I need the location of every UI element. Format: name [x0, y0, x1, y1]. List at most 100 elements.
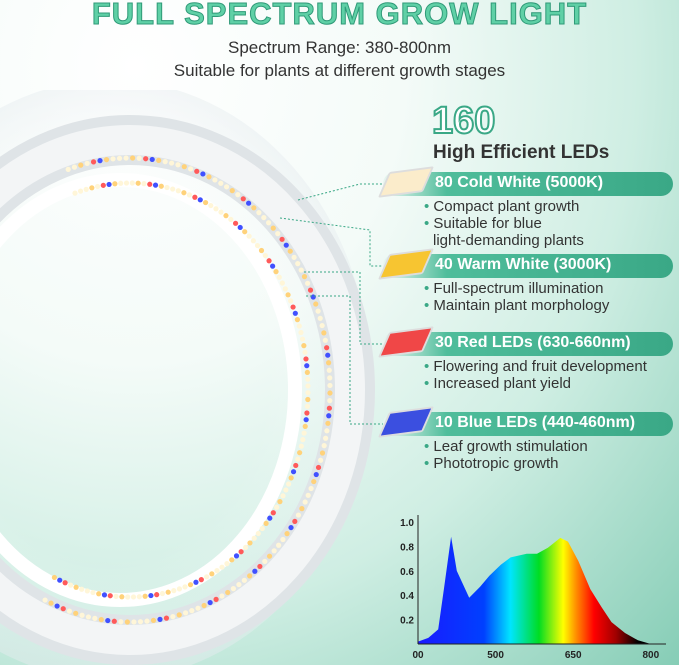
led-dot [71, 164, 78, 170]
led-dot [271, 548, 277, 554]
led-dot [131, 619, 137, 625]
callout-lines [279, 183, 384, 425]
led-dot [67, 582, 74, 588]
led-dot [97, 158, 103, 164]
led-dot [154, 592, 160, 598]
led-dot [165, 589, 171, 595]
led-dot [277, 499, 283, 505]
led-dot [197, 197, 203, 203]
led-dot [305, 492, 311, 498]
subtitle-stages: Suitable for plants at different growth … [173, 61, 506, 80]
led-dot [295, 456, 301, 462]
led-dot [322, 337, 328, 343]
led-dot [285, 481, 292, 487]
led-dot [236, 581, 242, 588]
led-dot [206, 174, 212, 180]
led-dot [77, 188, 84, 194]
led-dot [129, 180, 135, 186]
led-dot [192, 194, 198, 200]
led-dot [275, 231, 281, 237]
led-dot [304, 369, 310, 376]
led-dot [213, 206, 219, 212]
led-dot [116, 155, 123, 161]
led-dot [288, 475, 294, 481]
led-dot [143, 156, 149, 162]
led-dot [163, 615, 170, 621]
led-dot [307, 287, 314, 293]
led-dot [182, 610, 189, 616]
led-dot [250, 238, 256, 244]
led-dot [142, 593, 148, 599]
led-dot [158, 183, 164, 189]
led-dot [295, 261, 301, 267]
led-dot [292, 518, 298, 525]
led-dot [266, 553, 273, 559]
led-dot [280, 536, 286, 543]
led-dot [157, 616, 163, 622]
led-dot [291, 254, 297, 260]
led-dot [242, 229, 248, 235]
led-dot [243, 544, 249, 551]
x-tick-label: 500 [487, 650, 504, 661]
led-dot [304, 410, 310, 416]
led-dot [137, 619, 144, 625]
led-dot [327, 382, 333, 389]
led-dot [118, 180, 124, 186]
led-dot [125, 594, 131, 600]
badge-red: 30 Red LEDs (630-660nm) [377, 326, 673, 358]
led-dot [326, 405, 332, 411]
led-count: 160 [431, 99, 496, 143]
led-dot [148, 592, 154, 599]
led-dot [283, 242, 289, 248]
y-tick-label: 0.4 [400, 591, 414, 602]
led-dot [279, 280, 285, 286]
led-dot [319, 322, 325, 329]
led-dot [279, 236, 285, 242]
led-dot [302, 499, 308, 505]
led-dot [60, 606, 66, 612]
led-dot [218, 209, 224, 215]
led-dot [252, 568, 258, 574]
led-dot [212, 177, 218, 183]
led-dot [62, 580, 68, 586]
led-dot [119, 594, 125, 600]
led-dot [168, 160, 175, 166]
led-dot [48, 600, 54, 606]
led-dot [283, 487, 289, 493]
led-dot [304, 403, 311, 409]
led-heading: High Efficient LEDs [433, 142, 610, 163]
led-dot [324, 428, 330, 434]
led-dot [246, 233, 252, 239]
led-dot [290, 469, 297, 475]
led-dot [302, 349, 308, 355]
led-dot [298, 329, 304, 336]
red-bullets: Flowering and fruit development Increase… [424, 358, 646, 392]
led-dot [299, 506, 305, 512]
led-dot [90, 159, 97, 165]
led-dot [295, 512, 302, 518]
led-dot [54, 603, 60, 609]
led-dot [235, 192, 241, 198]
badge-blue: 10 Blue LEDs (440-460nm) [377, 406, 673, 438]
led-dot [327, 398, 333, 404]
led-dot [111, 618, 117, 624]
led-dot [98, 616, 104, 623]
led-dot [298, 267, 304, 273]
led-dot [305, 396, 311, 403]
led-dot [79, 586, 85, 592]
led-dot [325, 352, 331, 358]
led-dot [305, 390, 311, 396]
led-dot [147, 181, 153, 187]
led-dot [171, 588, 177, 594]
led-dot [301, 274, 308, 280]
led-dot [296, 323, 302, 329]
led-dot [276, 274, 282, 280]
led-dot [266, 220, 272, 226]
led-dot [238, 549, 244, 555]
led-dot [284, 531, 290, 537]
led-dot [274, 504, 280, 510]
led-dot [182, 584, 188, 590]
led-dot [187, 166, 194, 172]
led-dot [209, 571, 215, 577]
